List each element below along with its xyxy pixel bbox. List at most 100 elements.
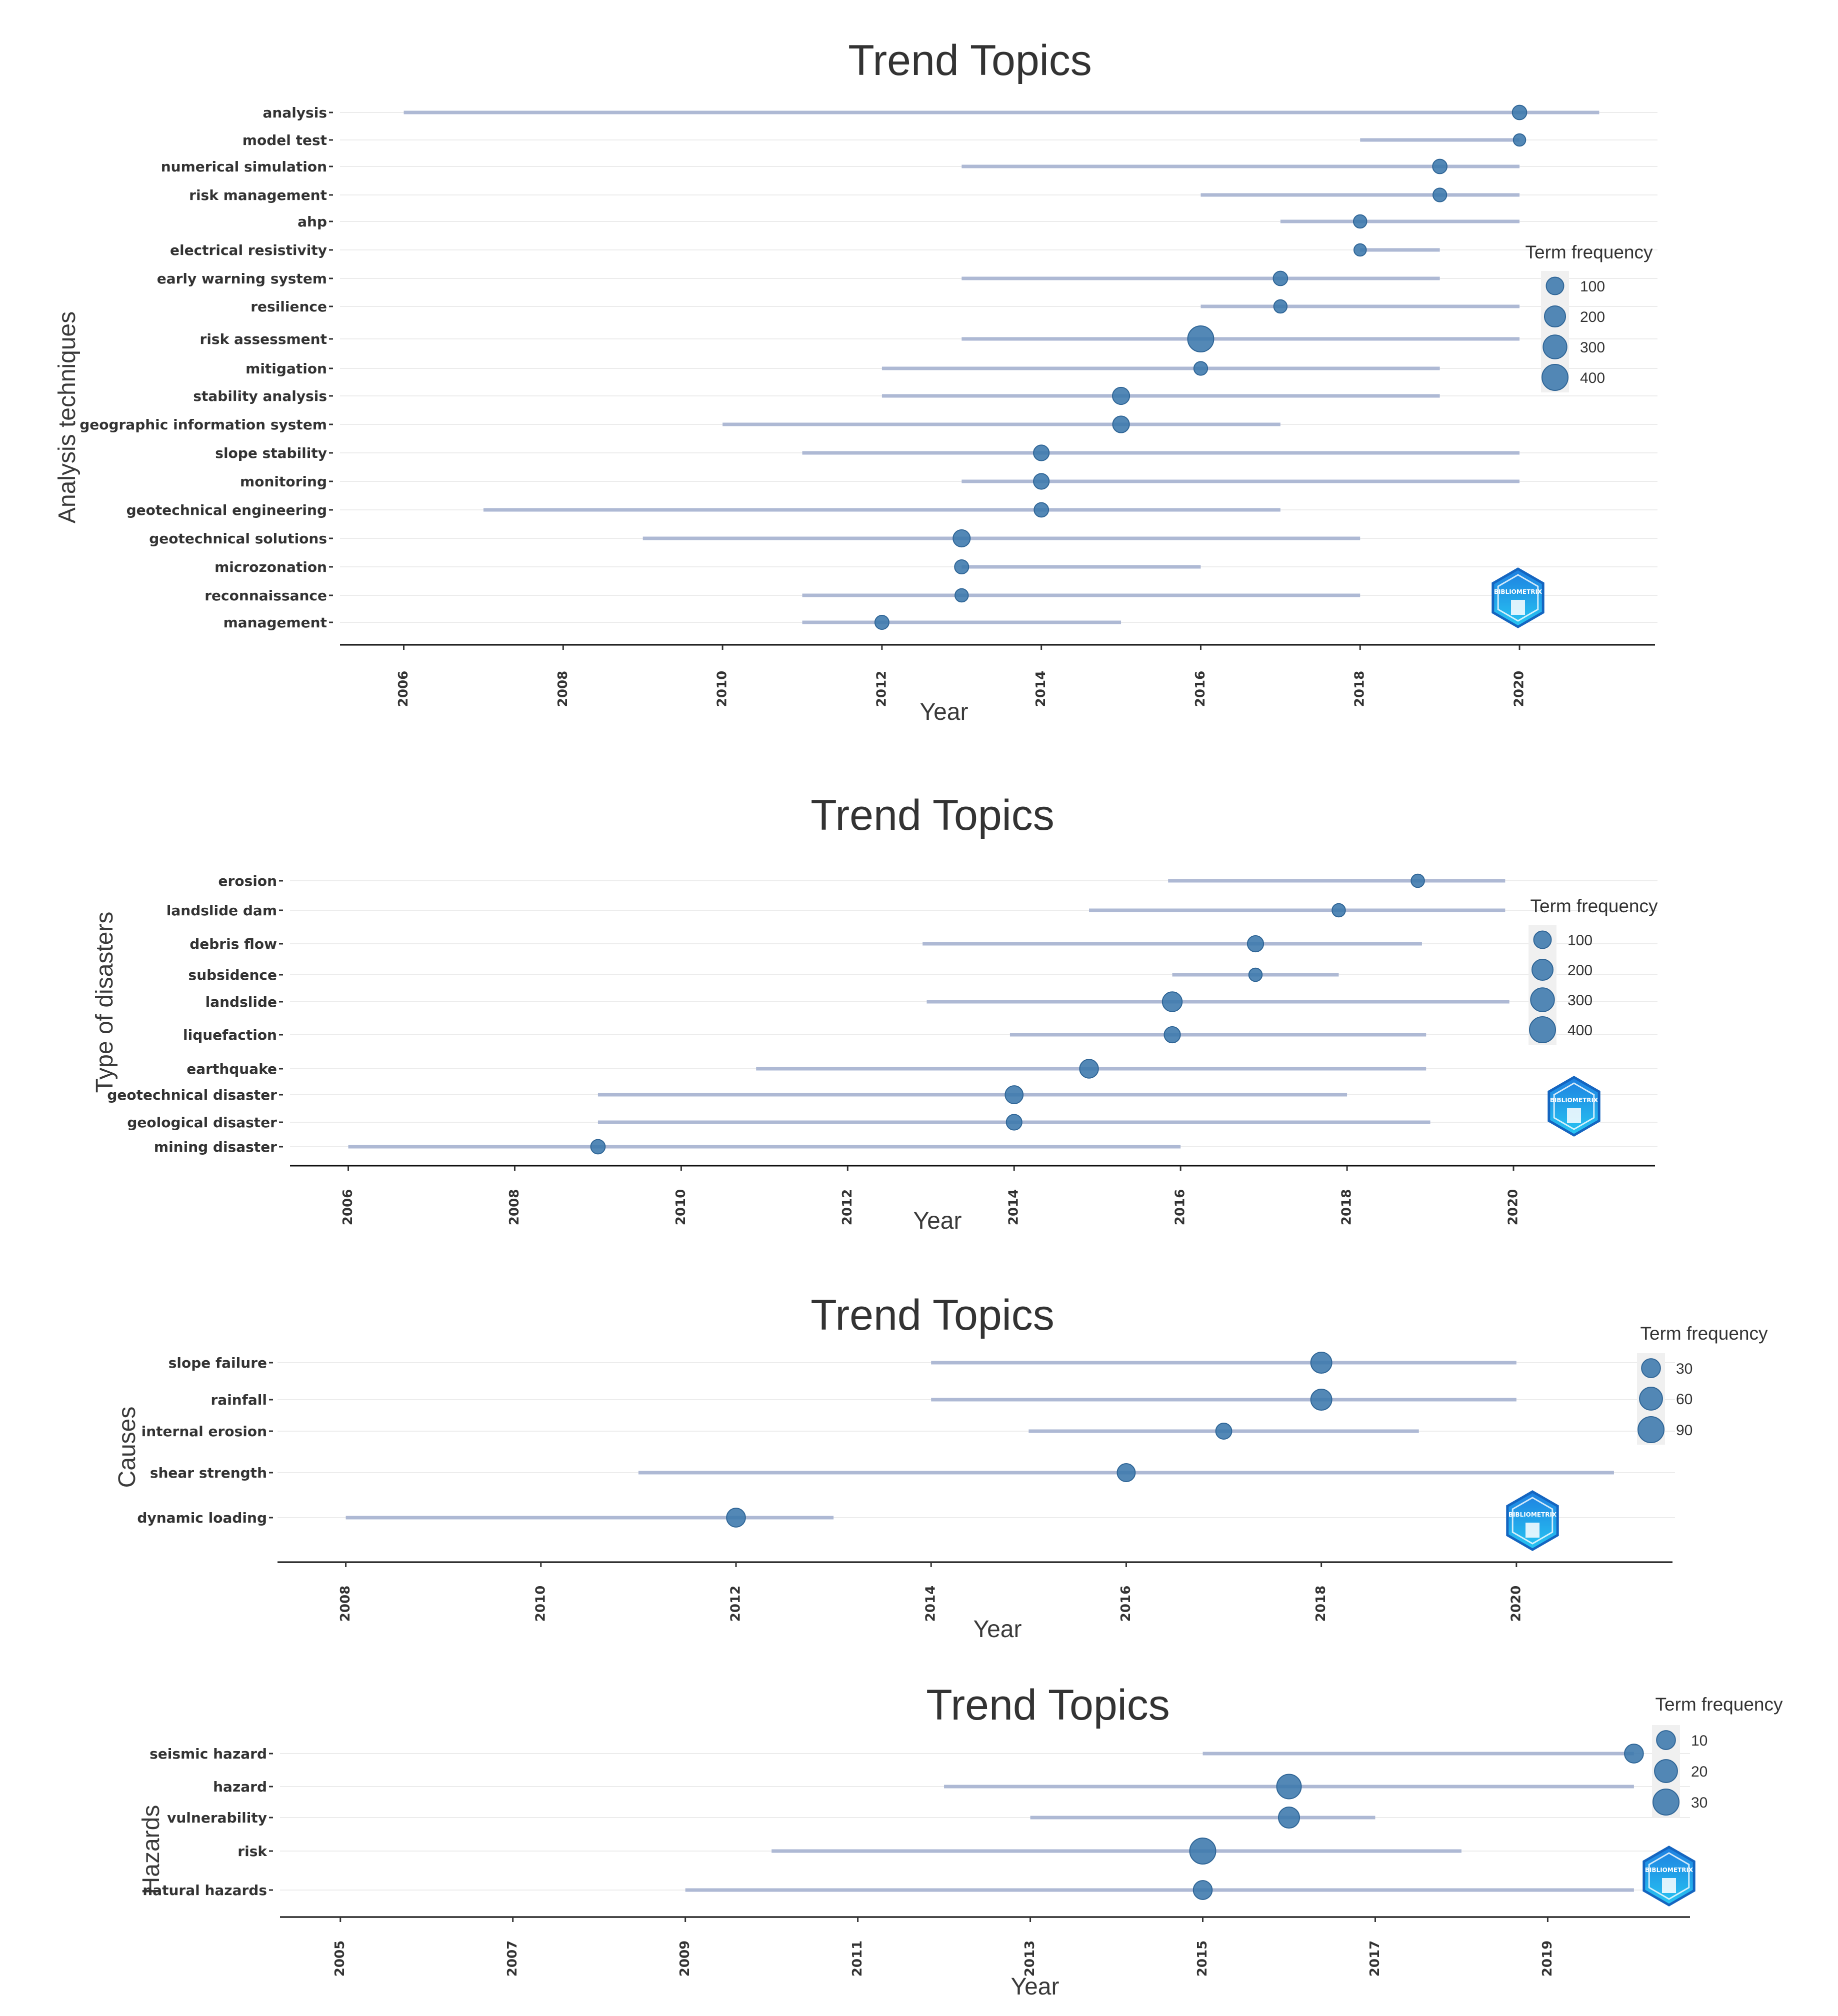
- legend-value: 100: [1568, 932, 1592, 949]
- term-frequency-point: [1079, 1059, 1099, 1079]
- term-label: electrical resistivity: [170, 242, 327, 258]
- x-tick-label: 2005: [332, 1941, 348, 1977]
- term-label: subsidence: [188, 967, 277, 983]
- legend-point: [1529, 1016, 1556, 1043]
- term-label: slope failure: [168, 1355, 267, 1371]
- chart-title: Trend Topics: [926, 1681, 1170, 1729]
- legend-value: 30: [1691, 1795, 1708, 1811]
- term-label: seismic hazard: [150, 1746, 267, 1762]
- term-label: geotechnical disaster: [107, 1087, 277, 1103]
- chart-title: Trend Topics: [848, 36, 1092, 84]
- term-label: landslide: [206, 994, 277, 1010]
- x-tick-label: 2012: [874, 671, 889, 707]
- term-label: liquefaction: [183, 1027, 277, 1043]
- term-frequency-point: [1215, 1423, 1232, 1440]
- legend-point: [1542, 334, 1568, 359]
- legend: Term frequency 10 20 30: [1652, 1694, 1783, 1817]
- term-row: early warning system: [157, 270, 1658, 287]
- legend-title: Term frequency: [1656, 1694, 1783, 1715]
- term-label: hazard: [213, 1779, 267, 1795]
- term-label: earthquake: [186, 1061, 277, 1077]
- term-frequency-point: [1512, 104, 1528, 120]
- x-tick-label: 2010: [674, 1189, 688, 1225]
- term-row: subsidence: [188, 967, 1658, 983]
- logo-text: BIBLIOMETRIX: [1550, 1097, 1598, 1104]
- logo-text: BIBLIOMETRIX: [1645, 1867, 1694, 1874]
- term-row: hazard: [213, 1774, 1690, 1800]
- term-label: dynamic loading: [137, 1510, 267, 1526]
- legend: Term frequency 100 200 300 400: [1526, 242, 1653, 392]
- term-frequency-point: [1353, 243, 1367, 257]
- term-row: geological disaster: [127, 1114, 1658, 1131]
- term-frequency-point: [1278, 1806, 1300, 1829]
- x-tick-label: 2020: [1508, 1586, 1524, 1622]
- term-row: model test: [242, 132, 1658, 148]
- term-label: internal erosion: [142, 1423, 267, 1440]
- term-label: analysis: [262, 104, 327, 121]
- term-row: vulnerability: [167, 1806, 1690, 1829]
- legend-value: 60: [1676, 1391, 1692, 1408]
- term-frequency-point: [1187, 325, 1214, 352]
- logo-inner-ring: [1512, 1497, 1554, 1545]
- term-row: geotechnical engineering: [126, 502, 1658, 518]
- term-label: model test: [242, 132, 327, 148]
- x-tick-label: 2016: [1193, 671, 1208, 707]
- x-tick-label: 2007: [505, 1941, 520, 1977]
- logo-tower-icon: [1567, 1108, 1581, 1123]
- term-frequency-point: [1410, 873, 1425, 888]
- term-label: risk assessment: [200, 331, 327, 347]
- term-frequency-point: [1273, 299, 1288, 314]
- term-frequency-point: [1192, 1880, 1213, 1900]
- term-label: ahp: [298, 213, 327, 230]
- term-frequency-point: [1162, 991, 1183, 1012]
- term-label: numerical simulation: [161, 158, 327, 175]
- legend-title: Term frequency: [1640, 1323, 1768, 1344]
- legend-point: [1544, 305, 1566, 328]
- x-tick-label: 2010: [533, 1586, 548, 1622]
- term-row: analysis: [262, 104, 1658, 121]
- x-tick-label: 2008: [338, 1586, 353, 1622]
- logo-inner-ring: [1553, 1082, 1595, 1130]
- y-axis-title: Analysis techniques: [54, 311, 80, 523]
- x-tick-label: 2008: [507, 1189, 522, 1225]
- x-tick-label: 2014: [1034, 671, 1048, 707]
- term-frequency-point: [874, 614, 890, 630]
- legend-value: 200: [1580, 309, 1605, 325]
- legend: Term frequency 30 60 90: [1637, 1323, 1768, 1445]
- term-frequency-point: [726, 1508, 746, 1528]
- term-frequency-point: [1246, 935, 1264, 953]
- x-axis-title: Year: [914, 1208, 962, 1234]
- term-frequency-point: [1033, 444, 1050, 461]
- legend-value: 100: [1580, 278, 1605, 295]
- term-frequency-point: [1248, 967, 1263, 982]
- bibliometrix-logo: BIBLIOMETRIX: [1506, 1490, 1559, 1551]
- x-tick-label: 2014: [1006, 1189, 1022, 1225]
- term-frequency-point: [1310, 1351, 1332, 1374]
- logo-tower-icon: [1662, 1878, 1676, 1893]
- legend-value: 300: [1580, 339, 1605, 356]
- legend-point: [1639, 1387, 1663, 1411]
- term-row: mining disaster: [154, 1139, 1658, 1155]
- term-label: rainfall: [210, 1392, 267, 1408]
- x-tick-label: 2020: [1506, 1189, 1521, 1225]
- term-row: internal erosion: [142, 1423, 1675, 1440]
- y-axis-title: Causes: [114, 1407, 140, 1488]
- x-tick-label: 2016: [1173, 1189, 1188, 1225]
- term-label: landslide dam: [166, 902, 277, 919]
- term-row: dynamic loading: [137, 1508, 1675, 1528]
- legend-value: 400: [1568, 1022, 1592, 1039]
- term-frequency-point: [1034, 502, 1050, 518]
- term-row: mitigation: [246, 360, 1658, 377]
- legend-value: 400: [1580, 370, 1605, 386]
- term-frequency-point: [1004, 1085, 1024, 1104]
- term-row: liquefaction: [183, 1026, 1658, 1044]
- x-tick-label: 2010: [715, 671, 730, 707]
- trend-chart-1: Trend Topics Analysis techniques analysis m…: [54, 36, 1658, 725]
- term-row: risk management: [189, 187, 1658, 203]
- x-tick-label: 2017: [1368, 1941, 1382, 1977]
- trend-chart-3: Trend Topics Causes slope failure rainfall i…: [114, 1291, 1768, 1643]
- legend-point: [1654, 1759, 1678, 1783]
- term-row: landslide: [206, 991, 1658, 1012]
- legend-title: Term frequency: [1530, 896, 1658, 916]
